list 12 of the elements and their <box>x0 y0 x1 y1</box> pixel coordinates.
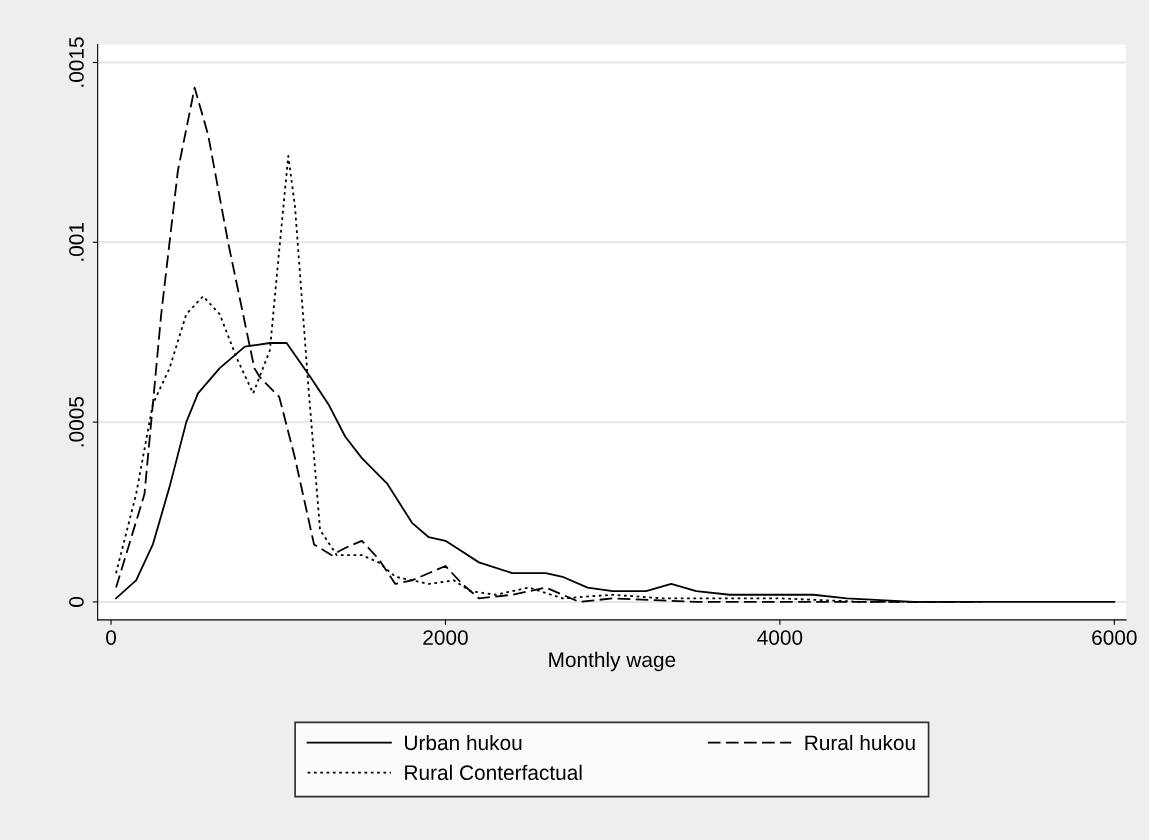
x-tick-label: 6000 <box>1092 630 1137 645</box>
legend-label: Rural hukou <box>805 734 915 751</box>
x-tick-label: 4000 <box>757 630 803 645</box>
x-axis-title: Monthly wage <box>549 651 676 672</box>
y-tick-label: 0 <box>69 596 84 607</box>
y-tick-label: .0015 <box>69 37 84 87</box>
legend-label: Rural Conterfactual <box>405 764 582 781</box>
y-tick-label: .0005 <box>69 396 84 447</box>
legend-label: Urban hukou <box>405 734 522 751</box>
x-tick-label: 0 <box>106 630 117 645</box>
y-tick-label: .001 <box>69 223 84 261</box>
x-tick-label: 2000 <box>423 630 468 645</box>
